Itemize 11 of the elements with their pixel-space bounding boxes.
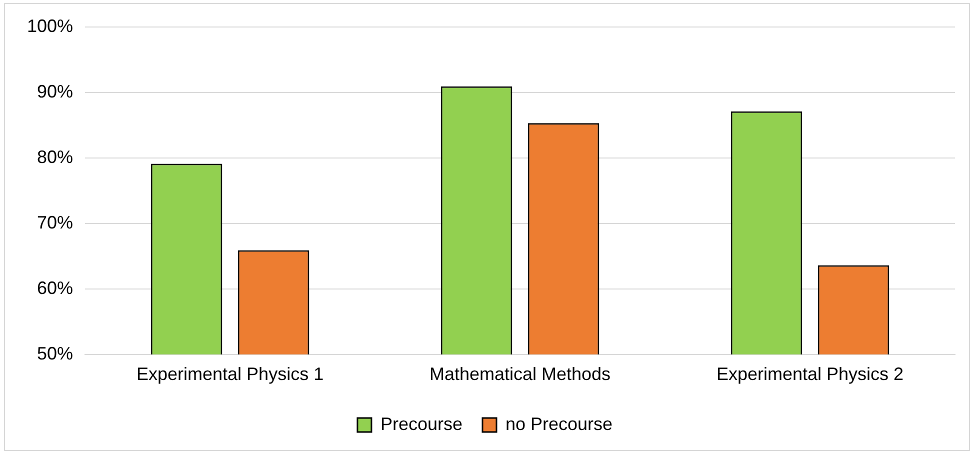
y-tick-label: 80% (37, 146, 74, 167)
y-tick-label: 100% (26, 16, 74, 36)
legend-label: no Precourse (505, 414, 613, 434)
y-tick-label: 70% (37, 212, 74, 232)
x-tick-label: Mathematical Methods (429, 364, 611, 384)
y-tick-label: 60% (37, 278, 74, 298)
y-tick-label: 90% (37, 81, 74, 102)
x-tick-label: Experimental Physics 2 (716, 364, 904, 384)
legend-label: Precourse (380, 414, 462, 434)
x-tick-label: Experimental Physics 1 (136, 364, 324, 384)
y-tick-label: 50% (37, 343, 74, 364)
